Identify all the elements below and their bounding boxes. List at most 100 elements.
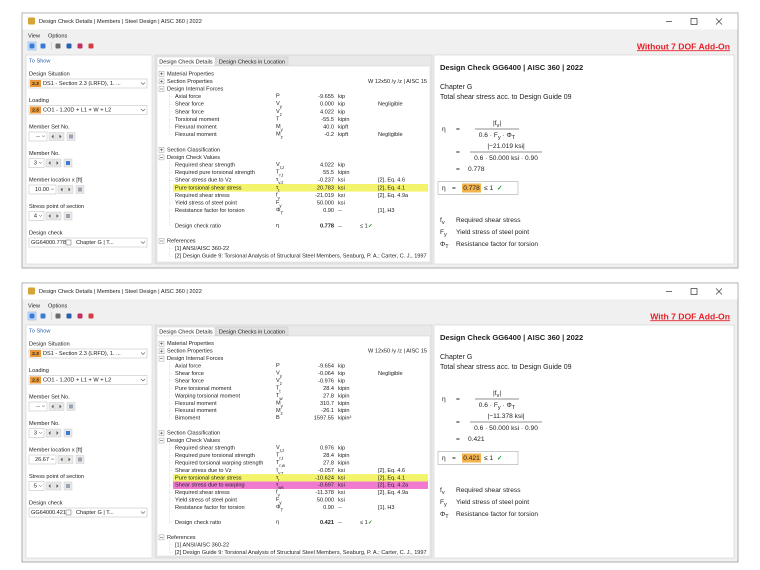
maximize-button[interactable]	[690, 288, 698, 295]
row-label: Flexural moment	[175, 408, 217, 414]
spin-box[interactable]	[28, 401, 48, 412]
row-symbol-subscript: r,w	[279, 463, 285, 468]
dropdown-value: GG6400	[31, 240, 52, 246]
row-value: 50.000	[317, 200, 334, 206]
left-panel	[25, 324, 153, 559]
row-symbol-subscript: v,z	[278, 180, 283, 185]
spin-box[interactable]	[28, 454, 57, 465]
toolbar-icon	[40, 43, 46, 49]
row-label: Required torsional warping strength	[175, 460, 263, 466]
legend-symbol: fv	[440, 217, 445, 227]
check-equals: =	[452, 455, 456, 462]
dropdown-value: DS1 - Section 2.3 (LRFD), 1. ...	[43, 351, 121, 357]
spin-box[interactable]	[28, 481, 45, 491]
row-note: Negligible	[378, 132, 403, 138]
dropdown[interactable]	[28, 507, 148, 518]
spin-box[interactable]	[28, 158, 45, 168]
close-button[interactable]	[715, 18, 723, 25]
row-value: -9.655	[318, 94, 334, 100]
details-panel	[433, 54, 735, 265]
dropdown[interactable]	[28, 237, 148, 248]
row-value: -0.2	[324, 132, 334, 138]
row-symbol-part: V	[276, 162, 280, 168]
dropdown[interactable]	[28, 375, 148, 385]
spin-arrow	[50, 458, 55, 461]
toolbar-icon	[66, 43, 72, 49]
check-value: 0.421	[463, 455, 480, 462]
row-value: 27.8	[323, 460, 334, 466]
menu-item[interactable]: Options	[48, 33, 67, 39]
row-symbol-subscript: r,z	[280, 448, 285, 453]
dropdown-extra: Chapter G | T...	[76, 510, 114, 516]
spin-box[interactable]	[28, 184, 57, 195]
close-button[interactable]	[715, 288, 723, 295]
row-symbol-subscript: y	[280, 373, 283, 378]
row-label: Flexural moment	[175, 401, 217, 407]
spin-box[interactable]	[28, 211, 45, 221]
annotation: Without 7 DOF Add-On	[637, 41, 730, 51]
app-window: Design Check Details | Members | Steel D…	[21, 12, 739, 269]
row-value: -10.624	[315, 475, 334, 481]
toolbar-icon	[77, 313, 83, 319]
field-label: Member location x [ft]	[29, 177, 83, 183]
step-arrow	[51, 404, 54, 409]
legend-symbol-part: F	[440, 499, 444, 506]
spin-box[interactable]	[28, 428, 45, 438]
legend-symbol-subscript: T	[445, 244, 449, 250]
row-symbol: Vz	[276, 378, 282, 385]
menu-item[interactable]: Options	[48, 303, 67, 309]
ratio-value: 0.778	[52, 240, 66, 246]
row-status: ✓	[368, 520, 373, 526]
group-label: Material Properties	[167, 341, 214, 347]
legend-symbol-subscript: y	[444, 502, 447, 508]
row-symbol: P	[276, 364, 280, 370]
row-value: 28.4	[323, 453, 334, 459]
tool-icon	[78, 187, 82, 192]
row-value: -26.1	[321, 408, 334, 414]
step-arrow	[51, 134, 54, 139]
field-label: Loading	[29, 98, 49, 104]
row-label: Flexural moment	[175, 124, 217, 130]
row-label: [1] ANSI/AISC 360-22	[175, 246, 229, 252]
tool-icon	[66, 484, 70, 488]
check-status: ✓	[497, 455, 503, 462]
dropdown[interactable]	[28, 348, 148, 359]
fraction-denominator-subscript: T	[512, 135, 516, 141]
spin-value: 26.67	[35, 457, 49, 463]
row-symbol: Tr,w	[276, 460, 286, 467]
step-arrow	[48, 431, 51, 435]
field-label: Design check	[29, 500, 63, 506]
field-label: Loading	[29, 368, 49, 374]
maximize-button[interactable]	[690, 18, 698, 25]
row-symbol-part: B	[276, 416, 280, 422]
row-label: Shear force	[175, 109, 204, 115]
row-highlight	[173, 481, 428, 489]
row-symbol-subscript: y	[279, 500, 282, 505]
dropdown[interactable]	[28, 105, 148, 115]
row-unit: kipft	[338, 124, 349, 130]
field-label: Member No.	[29, 151, 60, 157]
step-arrow	[60, 187, 63, 192]
app-window: Design Check Details | Members | Steel D…	[21, 282, 739, 563]
field-label: Stress point of section	[29, 204, 84, 210]
details-title: Design Check GG6400 | AISC 360 | 2022	[440, 333, 583, 342]
tool-icon	[66, 431, 70, 435]
toolbar-icon	[66, 313, 72, 319]
formula-equals: =	[456, 396, 460, 403]
group-label: References	[167, 535, 196, 541]
annotation: With 7 DOF Add-On	[650, 311, 730, 321]
details-title: Design Check GG6400 | AISC 360 | 2022	[440, 63, 583, 72]
row-symbol-part: V	[276, 109, 280, 115]
badge-text: 2.3	[32, 81, 39, 87]
row-symbol-subscript: ws	[278, 485, 284, 490]
menu-item[interactable]: View	[28, 33, 41, 39]
legend-symbol: ΦT	[440, 241, 449, 251]
dropdown[interactable]	[28, 78, 148, 89]
row-value: 40.0	[323, 124, 334, 130]
legend-symbol-subscript: v	[442, 220, 445, 226]
row-symbol-subscript: v	[278, 492, 281, 497]
menu-item[interactable]: View	[28, 303, 41, 309]
spin-box[interactable]	[28, 131, 48, 142]
legend-text: Resistance factor for torsion	[456, 511, 538, 518]
row-label: Pure torsional shear stress	[175, 185, 242, 191]
